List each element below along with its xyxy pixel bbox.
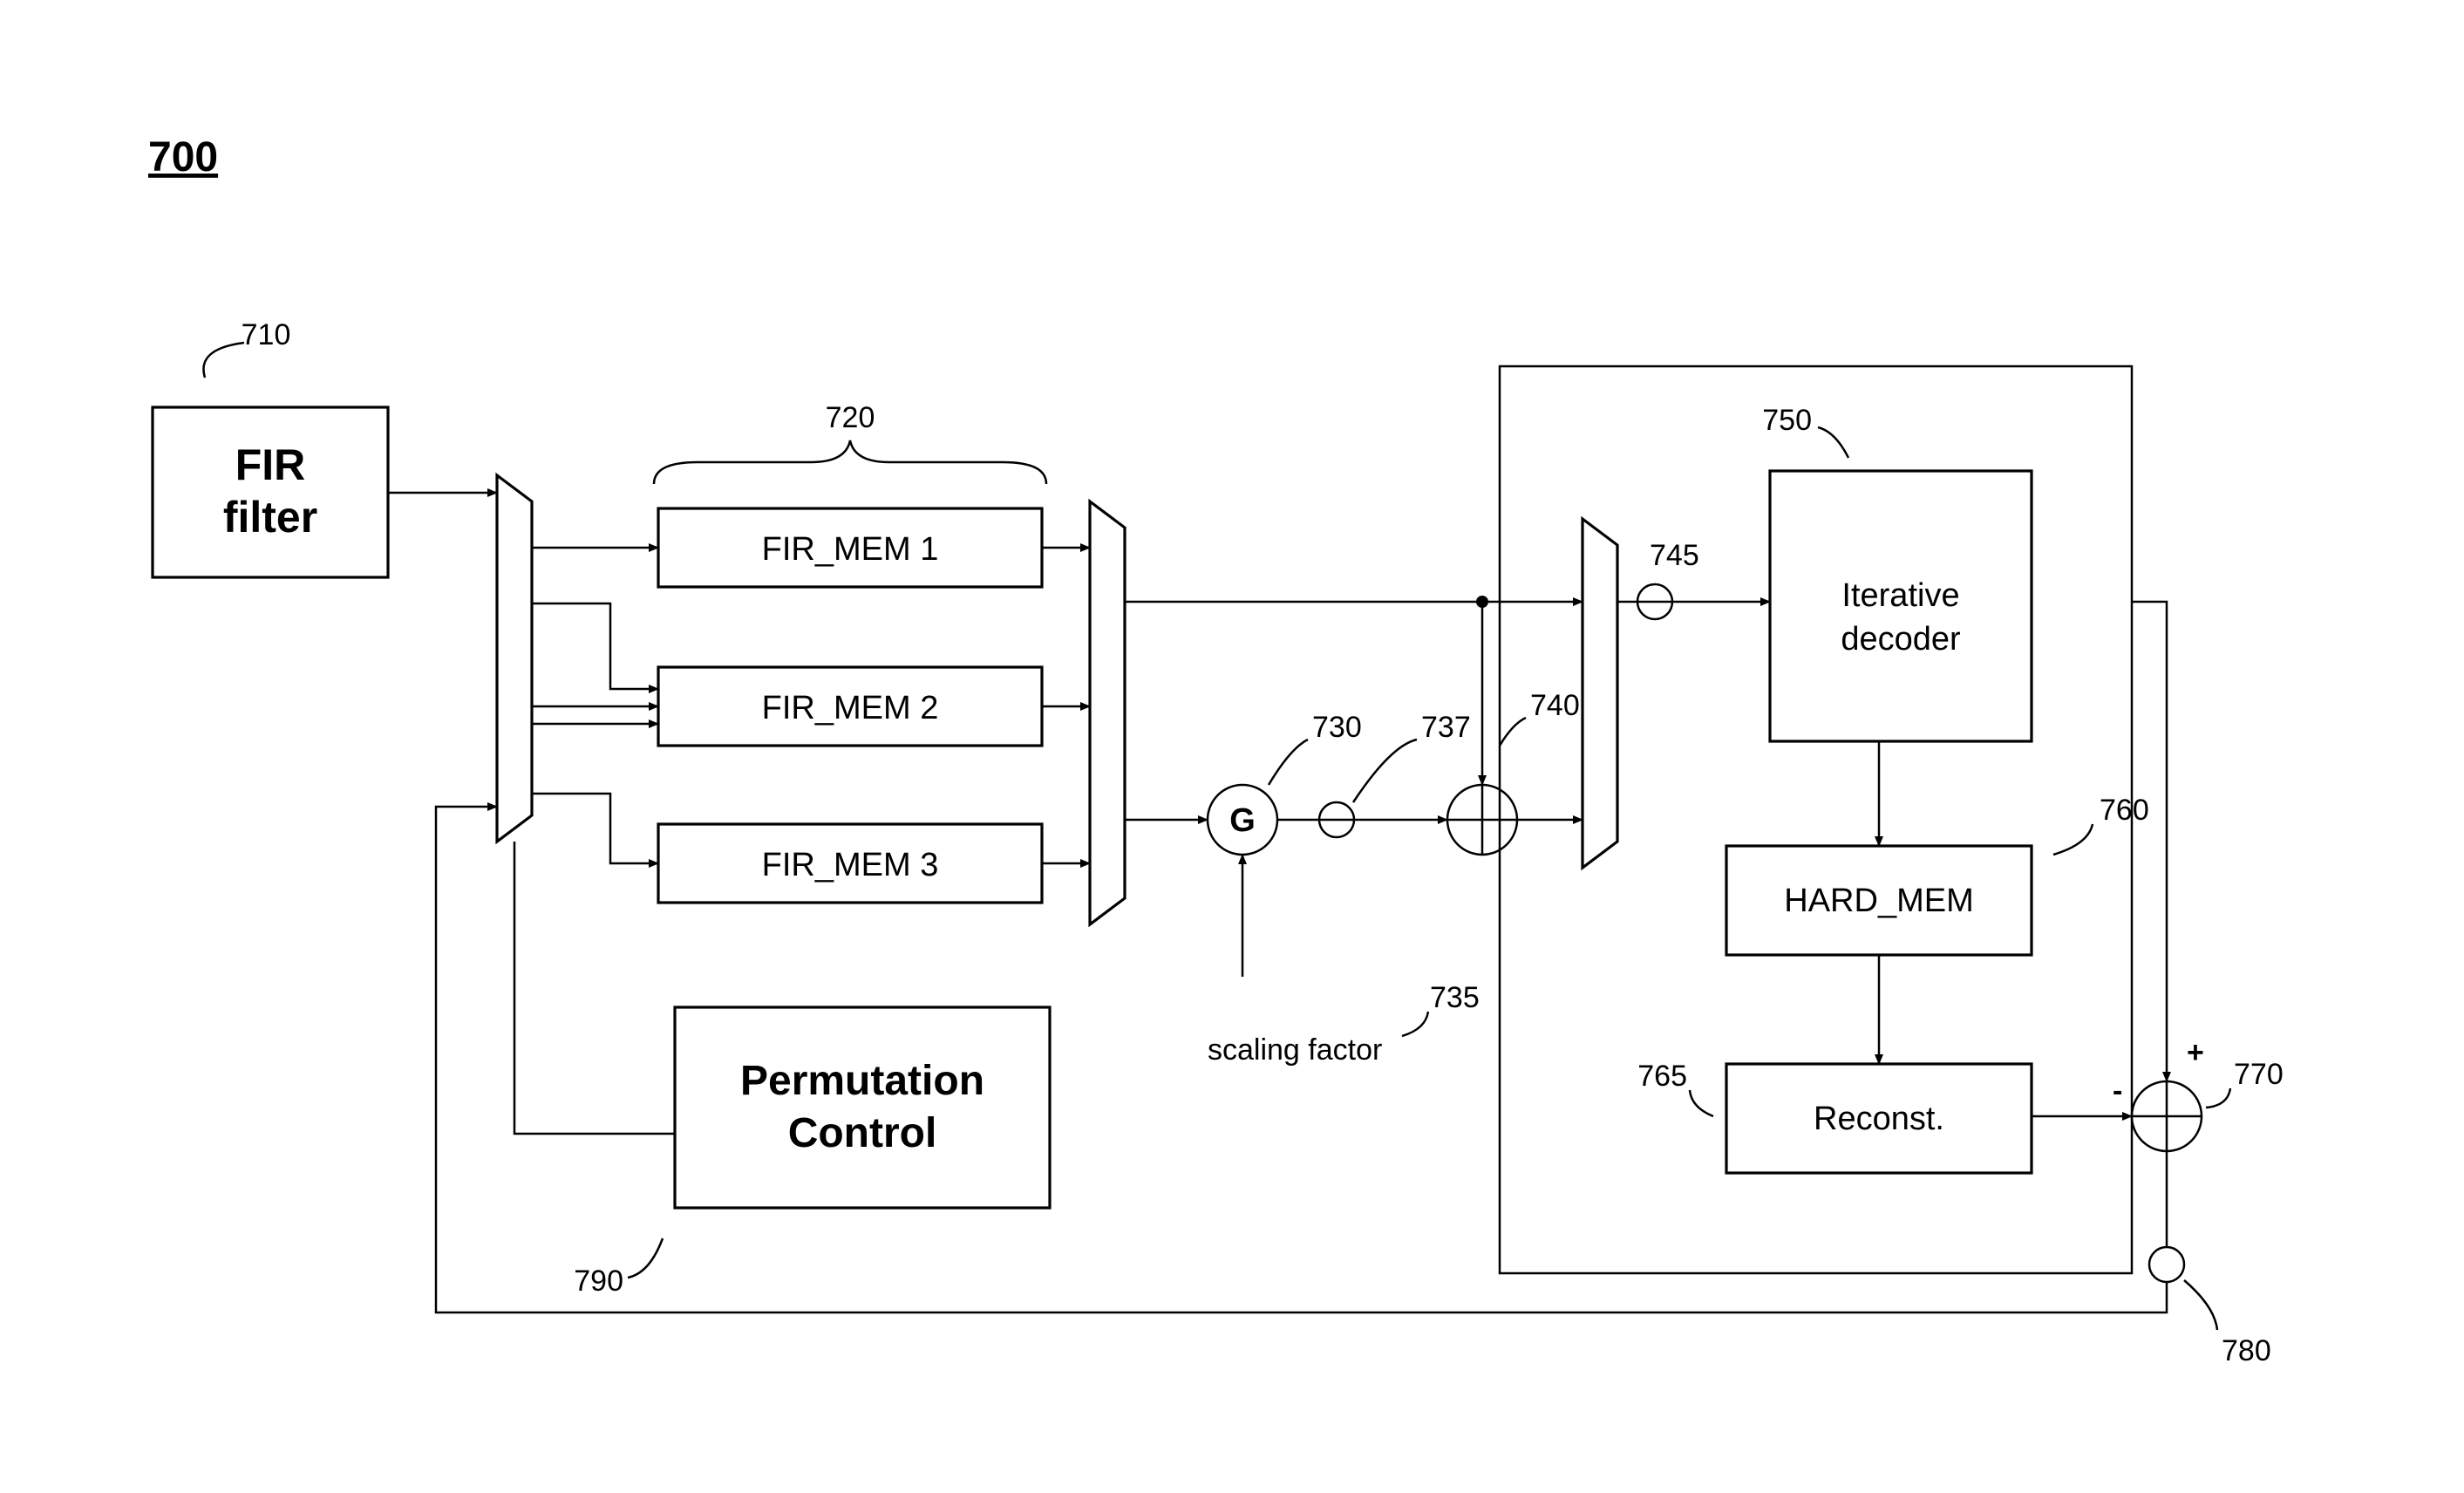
fir-mem-1: FIR_MEM 1 (658, 508, 1042, 587)
hard-mem-block: HARD_MEM (1726, 846, 2032, 955)
ref-710: 710 (242, 318, 291, 351)
decoder-frame (1500, 366, 2132, 1273)
edge-frame-sum770 (2132, 602, 2167, 1081)
svg-text:Control: Control (788, 1110, 937, 1156)
ref-765: 765 (1637, 1060, 1687, 1093)
brace-720 (654, 440, 1046, 484)
edge-demux-mem2a (532, 603, 658, 689)
plus-sign: + (2187, 1036, 2204, 1069)
fir-mem-3: FIR_MEM 3 (658, 824, 1042, 903)
ref-737: 737 (1421, 711, 1471, 744)
ref-740: 740 (1530, 689, 1580, 722)
ref-735: 735 (1430, 981, 1480, 1014)
ref-730: 730 (1312, 711, 1362, 744)
fir-filter-label-1: FIR (235, 440, 306, 489)
demux (497, 475, 532, 842)
svg-text:G: G (1229, 802, 1256, 839)
figure-number: 700 (148, 134, 218, 181)
summer-740 (1447, 785, 1517, 855)
svg-text:Reconst.: Reconst. (1814, 1101, 1944, 1137)
fir-mem-2: FIR_MEM 2 (658, 667, 1042, 746)
svg-text:FIR_MEM 1: FIR_MEM 1 (762, 531, 939, 568)
summer-770 (2132, 1081, 2202, 1151)
fir-filter-block: FIR filter (153, 407, 388, 577)
svg-text:FIR_MEM 3: FIR_MEM 3 (762, 847, 939, 883)
ref-770: 770 (2234, 1058, 2284, 1091)
ref-750: 750 (1762, 404, 1812, 437)
svg-text:decoder: decoder (1841, 621, 1961, 658)
svg-text:HARD_MEM: HARD_MEM (1784, 883, 1973, 919)
fir-filter-label-2: filter (223, 493, 317, 542)
ref-720: 720 (826, 401, 875, 434)
minus-sign: - (2113, 1074, 2122, 1108)
reconst-block: Reconst. (1726, 1064, 2032, 1173)
iterative-decoder-block: Iterative decoder (1770, 471, 2032, 741)
edge-demux-mem3 (532, 794, 658, 863)
scaling-factor-label: scaling factor (1208, 1033, 1382, 1067)
mux-mem (1090, 501, 1125, 924)
edge-perm-demux (514, 842, 675, 1134)
permutation-control-block: Permutation Control (675, 1007, 1050, 1208)
svg-text:FIR_MEM 2: FIR_MEM 2 (762, 690, 939, 726)
block-diagram: 700 FIR filter 710 FIR_MEM 1 FIR_MEM 2 F… (0, 0, 2464, 1493)
node-780 (2149, 1247, 2184, 1282)
svg-text:Permutation: Permutation (740, 1058, 984, 1104)
ref-780: 780 (2222, 1334, 2271, 1367)
ref-745: 745 (1650, 539, 1699, 572)
mux-out (1583, 519, 1617, 868)
svg-text:Iterative: Iterative (1841, 577, 1959, 614)
ref-790: 790 (574, 1265, 623, 1298)
ref-760: 760 (2100, 794, 2149, 827)
